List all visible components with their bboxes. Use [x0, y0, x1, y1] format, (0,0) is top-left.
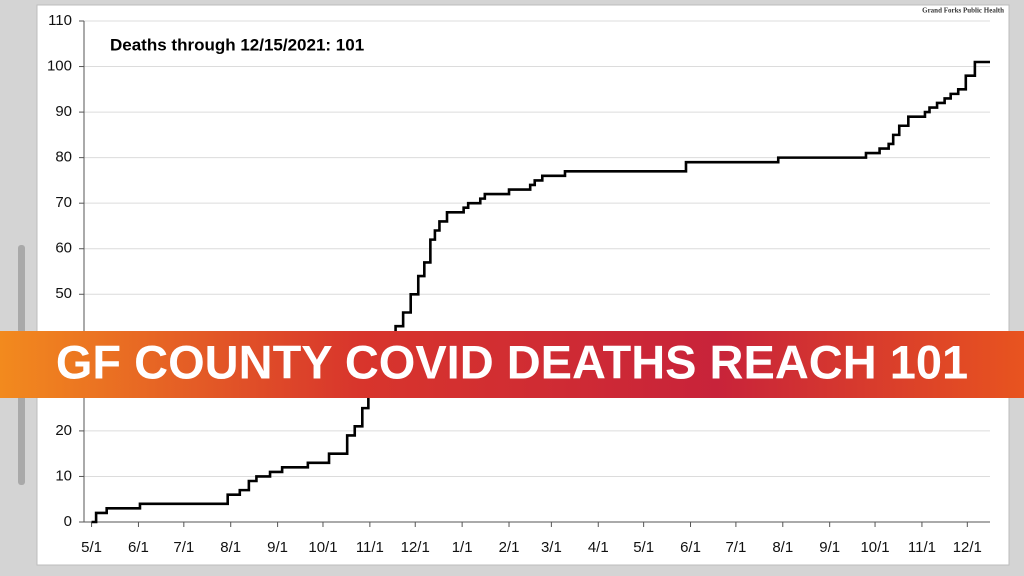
y-tick-label: 50 [55, 285, 72, 302]
y-tick-label: 100 [47, 58, 72, 75]
x-tick-label: 7/1 [173, 539, 194, 556]
x-tick-label: 4/1 [588, 539, 609, 556]
y-tick-label: 20 [55, 422, 72, 439]
x-tick-label: 6/1 [128, 539, 149, 556]
y-tick-label: 110 [48, 12, 72, 29]
x-tick-label: 3/1 [541, 539, 562, 556]
y-tick-label: 70 [55, 194, 72, 211]
x-tick-label: 2/1 [499, 539, 520, 556]
source: Grand Forks Public Health [922, 7, 1004, 15]
y-tick-label: 10 [55, 467, 72, 484]
x-tick-label: 7/1 [725, 539, 746, 556]
x-tick-label: 8/1 [772, 539, 793, 556]
y-tick-label: 80 [55, 149, 72, 166]
banner-text: GF COUNTY COVID DEATHS REACH 101 [56, 335, 968, 388]
x-tick-label: 5/1 [633, 539, 654, 556]
x-tick-label: 11/1 [356, 539, 384, 556]
death-line [91, 60, 990, 524]
x-tick-label: 1/1 [452, 539, 473, 556]
x-tick-label: 9/1 [819, 539, 840, 556]
x-tick-label: 10/1 [860, 539, 889, 556]
plot: 01020304050607080901001105/16/17/18/19/1… [47, 12, 990, 556]
chart-panel [36, 4, 1010, 566]
news-banner [0, 331, 1024, 398]
x-tick-label: 8/1 [220, 539, 241, 556]
y-tick-label: 60 [55, 240, 72, 257]
y-tick-label: 0 [64, 513, 72, 530]
y-tick-label: 90 [55, 103, 72, 120]
x-tick-label: 12/1 [401, 539, 430, 556]
annotation: Deaths through 12/15/2021: 101 [110, 35, 364, 54]
x-tick-label: 11/1 [908, 539, 936, 556]
x-tick-label: 12/1 [953, 539, 982, 556]
x-tick-label: 9/1 [267, 539, 288, 556]
x-tick-label: 5/1 [81, 539, 102, 556]
x-tick-label: 10/1 [308, 539, 337, 556]
x-tick-label: 6/1 [680, 539, 701, 556]
